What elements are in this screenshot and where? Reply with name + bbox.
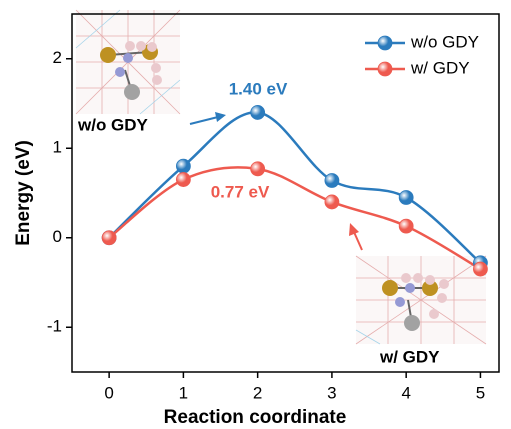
legend-marker — [378, 62, 392, 76]
legend-label: w/ GDY — [410, 58, 470, 77]
marker — [251, 105, 265, 119]
arrow — [190, 112, 226, 124]
y-tick-label: -1 — [47, 317, 62, 336]
marker — [399, 190, 413, 204]
chart: Reaction coordinate Energy (eV) 1.40 eV … — [0, 0, 511, 429]
marker — [325, 195, 339, 209]
marker — [399, 219, 413, 233]
annotation: 1.40 eV — [229, 79, 288, 98]
x-tick-label: 0 — [104, 383, 113, 402]
legend-marker — [378, 36, 392, 50]
marker — [176, 159, 190, 173]
marker — [473, 262, 487, 276]
x-tick-label: 2 — [253, 383, 262, 402]
y-tick-label: 2 — [53, 48, 62, 67]
y-axis-title: Energy (eV) — [13, 140, 34, 246]
marker — [176, 173, 190, 187]
x-axis-title: Reaction coordinate — [164, 407, 347, 428]
annotation: w/o GDY — [77, 115, 149, 134]
x-tick-label: 5 — [476, 383, 485, 402]
line — [109, 112, 480, 262]
marker — [251, 162, 265, 176]
structure-inset — [76, 10, 180, 114]
x-tick-label: 3 — [327, 383, 336, 402]
legend-label: w/o GDY — [410, 32, 479, 51]
annotation: w/ GDY — [379, 347, 440, 366]
y-tick-label: 1 — [53, 138, 62, 157]
marker — [325, 173, 339, 187]
annotation: 0.77 eV — [211, 182, 270, 201]
x-tick-label: 4 — [401, 383, 410, 402]
arrow — [349, 223, 362, 250]
marker — [102, 231, 116, 245]
structure-inset — [356, 256, 486, 344]
x-tick-label: 1 — [179, 383, 188, 402]
y-tick-label: 0 — [53, 227, 62, 246]
